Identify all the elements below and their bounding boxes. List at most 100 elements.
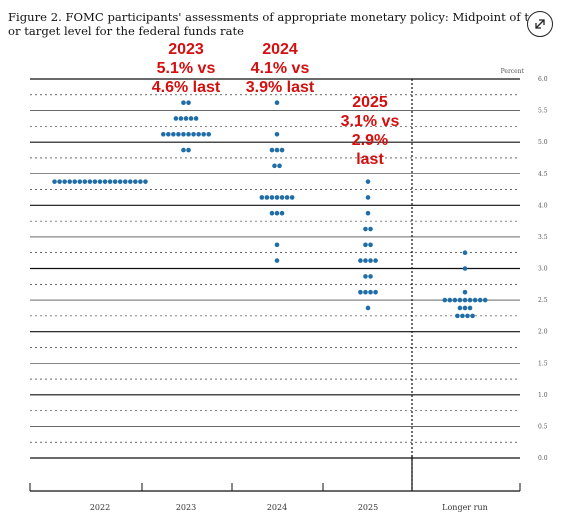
dot-marker — [270, 195, 275, 200]
y-tick-label: 3.5 — [538, 234, 548, 241]
dot-marker — [189, 116, 194, 121]
dot-marker — [368, 258, 373, 263]
dot-marker — [191, 132, 196, 137]
y-tick-label: 2.0 — [538, 329, 548, 336]
dot-marker — [113, 179, 118, 184]
x-category-label: Longer run — [442, 503, 488, 512]
dot-marker — [366, 179, 371, 184]
dot-marker — [270, 148, 275, 153]
dot-marker — [201, 132, 206, 137]
dot-marker — [280, 211, 285, 216]
y-tick-label: 3.0 — [538, 266, 548, 273]
dot-marker — [118, 179, 123, 184]
dot-marker — [366, 195, 371, 200]
dot-marker — [206, 132, 211, 137]
dot-marker — [453, 298, 458, 303]
y-tick-label: 5.0 — [538, 139, 548, 146]
expand-arrows-icon — [533, 17, 547, 31]
dot-marker — [277, 164, 282, 169]
annotation-text: 2023 — [168, 41, 204, 58]
dot-marker — [358, 258, 363, 263]
dot-marker — [368, 274, 373, 279]
dot-marker — [460, 314, 465, 319]
dot-marker — [473, 298, 478, 303]
dot-marker — [186, 148, 191, 153]
annotation-text: 3.1% vs — [341, 113, 400, 130]
y-tick-label: 1.0 — [538, 392, 548, 399]
annotation-text: 3.9% last — [246, 79, 315, 96]
dot-marker — [67, 179, 72, 184]
annotation-text: 2.9% — [352, 132, 388, 149]
x-category-label: 2022 — [90, 503, 110, 512]
y-tick-label: 6.0 — [538, 76, 548, 83]
dot-marker — [93, 179, 98, 184]
y-tick-label: 0.0 — [538, 455, 548, 462]
dot-marker — [108, 179, 113, 184]
y-tick-label: 1.5 — [538, 360, 548, 367]
dot-marker — [133, 179, 138, 184]
dot-marker — [184, 116, 189, 121]
dot-marker — [161, 132, 166, 137]
dot-marker — [358, 290, 363, 295]
dot-marker — [368, 290, 373, 295]
x-category-label: 2024 — [267, 503, 287, 512]
dot-marker — [373, 258, 378, 263]
dot-marker — [275, 132, 280, 137]
dot-marker — [98, 179, 103, 184]
dot-marker — [468, 298, 473, 303]
dot-marker — [368, 243, 373, 248]
dot-marker — [275, 195, 280, 200]
dot-marker — [285, 195, 290, 200]
dot-marker — [72, 179, 77, 184]
dot-marker — [363, 258, 368, 263]
dot-marker — [363, 290, 368, 295]
caption-line-1: Figure 2. FOMC participants' assessments… — [8, 10, 538, 24]
caption-line-2: or target level for the federal funds ra… — [8, 24, 538, 38]
dot-marker — [458, 306, 463, 311]
dot-marker — [275, 243, 280, 248]
dot-marker — [366, 306, 371, 311]
dot-marker — [270, 211, 275, 216]
dot-marker — [181, 132, 186, 137]
dot-marker — [458, 298, 463, 303]
dot-marker — [138, 179, 143, 184]
dot-marker — [62, 179, 67, 184]
dot-marker — [280, 195, 285, 200]
dot-marker — [373, 290, 378, 295]
dot-marker — [57, 179, 62, 184]
y-tick-label: 2.5 — [538, 297, 548, 304]
dot-marker — [290, 195, 295, 200]
dot-marker — [196, 132, 201, 137]
dot-marker — [275, 148, 280, 153]
annotation-text: last — [356, 151, 384, 168]
annotation-text: 2024 — [262, 41, 298, 58]
dot-marker — [363, 274, 368, 279]
dot-marker — [448, 298, 453, 303]
y-tick-label: 0.5 — [538, 423, 548, 430]
dot-marker — [128, 179, 133, 184]
dot-marker — [443, 298, 448, 303]
unit-label: Percent — [501, 68, 525, 75]
y-tick-label: 5.5 — [538, 108, 548, 115]
dot-marker — [483, 298, 488, 303]
dot-marker — [52, 179, 57, 184]
dot-marker — [103, 179, 108, 184]
dot-marker — [143, 179, 148, 184]
dot-marker — [455, 314, 460, 319]
dot-marker — [463, 298, 468, 303]
y-tick-label: 4.5 — [538, 171, 548, 178]
dot-marker — [280, 148, 285, 153]
dot-marker — [179, 116, 184, 121]
dot-marker — [78, 179, 83, 184]
dot-marker — [468, 306, 473, 311]
dot-marker — [272, 164, 277, 169]
annotation-text: 4.1% vs — [251, 60, 310, 77]
dot-marker — [275, 100, 280, 105]
dot-marker — [194, 116, 199, 121]
dot-marker — [186, 100, 191, 105]
expand-button[interactable] — [527, 11, 553, 37]
y-tick-label: 4.0 — [538, 202, 548, 209]
x-category-label: 2023 — [176, 503, 196, 512]
dot-marker — [465, 314, 470, 319]
